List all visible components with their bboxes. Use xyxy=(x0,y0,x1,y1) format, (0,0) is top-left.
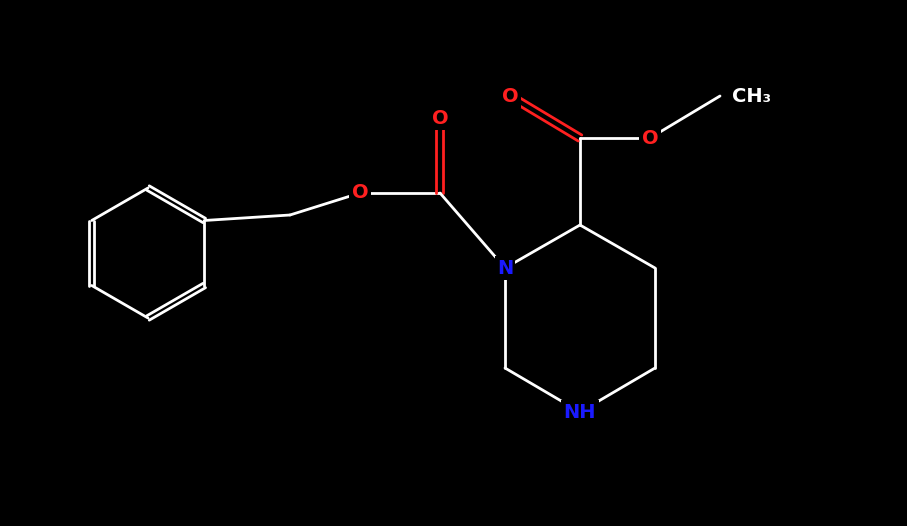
Text: CH₃: CH₃ xyxy=(732,86,771,106)
Text: N: N xyxy=(497,258,513,278)
Text: O: O xyxy=(502,86,518,106)
Text: O: O xyxy=(432,108,448,127)
Text: O: O xyxy=(641,128,658,147)
Text: O: O xyxy=(352,184,368,203)
Text: NH: NH xyxy=(564,402,596,421)
